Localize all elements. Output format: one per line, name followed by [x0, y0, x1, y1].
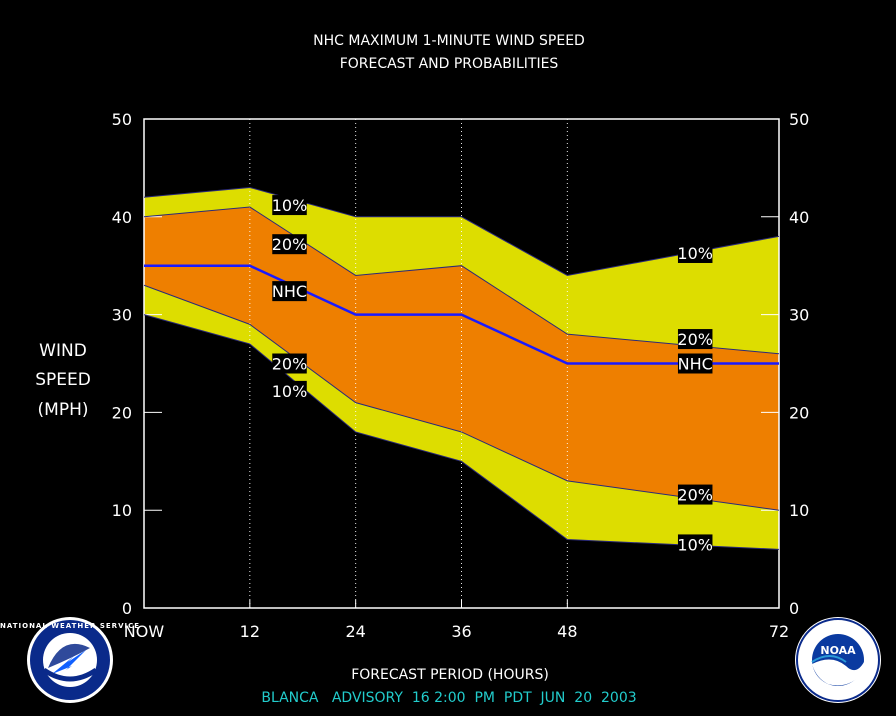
curve-label-4: 10% — [272, 382, 308, 401]
y-axis-label-line-3: (MPH) — [38, 400, 89, 420]
chart-title: NHC MAXIMUM 1-MINUTE WIND SPEED — [313, 33, 585, 49]
noaa-logo-text: NOAA — [820, 644, 856, 657]
x-tick-label-36: 36 — [451, 622, 471, 641]
curve-label-7: NHC — [678, 355, 713, 374]
curve-label-bg-7 — [677, 353, 713, 374]
y-tick-label-left-20: 20 — [112, 403, 132, 422]
y-tick-label-right-30: 30 — [789, 306, 809, 325]
y-axis-label-line-1: WIND — [39, 341, 87, 361]
curve-label-bg-8 — [677, 484, 713, 505]
curve-label-1: 20% — [272, 235, 308, 254]
curve-label-2: NHC — [272, 282, 307, 301]
curve-label-bg-3 — [272, 353, 307, 374]
curve-label-bg-1 — [272, 234, 307, 255]
series-line-3 — [143, 284, 780, 511]
y-tick-label-right-50: 50 — [789, 110, 809, 129]
y-tick-label-right-0: 0 — [789, 599, 799, 618]
curve-label-bg-6 — [677, 329, 713, 350]
curve-label-bg-4 — [272, 380, 307, 401]
curve-labels: 10% 20% NHC 20% 10% 10% 20% NHC 20% 10% — [272, 195, 713, 555]
series-line-0 — [143, 186, 780, 277]
x-axis-label: FORECAST PERIOD (HOURS) — [351, 667, 549, 683]
curve-label-bg-5 — [677, 242, 713, 263]
x-tick-label-12: 12 — [240, 622, 260, 641]
curve-label-0: 10% — [272, 196, 308, 215]
y-tick-label-left-30: 30 — [112, 306, 132, 325]
y-tick-label-right-40: 40 — [789, 208, 809, 227]
y-tick-label-left-0: 0 — [122, 599, 132, 618]
noaa-logo-icon: NOAA — [795, 617, 881, 703]
series-lines — [143, 186, 780, 550]
advisory-footer: BLANCA ADVISORY 16 2:00 PM PDT JUN 20 20… — [261, 690, 636, 706]
nws-logo-text: NATIONAL WEATHER SERVICE — [0, 622, 140, 630]
chart-subtitle: FORECAST AND PROBABILITIES — [340, 56, 559, 72]
series-line-4 — [143, 314, 780, 550]
x-tick-label-48: 48 — [557, 622, 577, 641]
y-tick-label-left-10: 10 — [112, 501, 132, 520]
curve-label-8: 20% — [677, 486, 713, 505]
x-tick-label-72: 72 — [769, 622, 789, 641]
axis-labels: 0 0 10 10 20 20 30 30 40 40 50 50 NOW 12 24 36 48 72 — [112, 110, 810, 641]
series-line-1 — [143, 206, 780, 355]
curve-label-5: 10% — [677, 244, 713, 263]
curve-label-9: 10% — [677, 535, 713, 554]
y-tick-label-left-50: 50 — [112, 110, 132, 129]
nws-logo-icon: NATIONAL WEATHER SERVICE — [0, 617, 140, 703]
curve-label-bg-9 — [677, 534, 713, 555]
y-axis-label-line-2: SPEED — [35, 370, 91, 390]
curve-label-bg-2 — [272, 281, 307, 302]
curve-label-bg-0 — [272, 195, 307, 216]
x-tick-label-NOW: NOW — [124, 622, 165, 641]
x-tick-label-24: 24 — [345, 622, 365, 641]
y-tick-label-right-20: 20 — [789, 403, 809, 422]
curve-label-6: 20% — [677, 330, 713, 349]
nhc-forecast-line — [144, 264, 779, 365]
curve-label-3: 20% — [272, 355, 308, 374]
y-tick-label-left-40: 40 — [112, 208, 132, 227]
y-tick-label-right-10: 10 — [789, 501, 809, 520]
